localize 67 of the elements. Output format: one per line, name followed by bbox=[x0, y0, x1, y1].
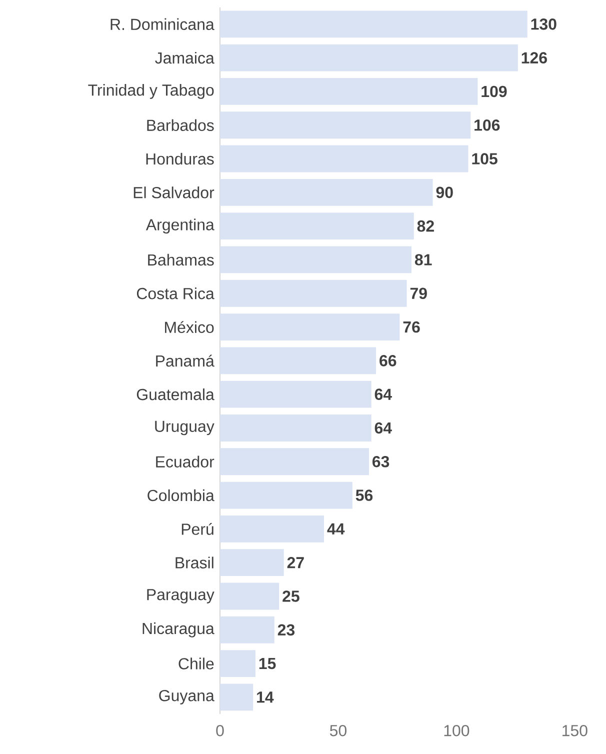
y-tick-label: Chile bbox=[178, 658, 214, 670]
data-label: 109 bbox=[482, 86, 507, 98]
data-label: 25 bbox=[282, 590, 300, 602]
data-label: 27 bbox=[287, 556, 304, 568]
bar bbox=[220, 78, 478, 105]
bar bbox=[220, 582, 280, 610]
bar bbox=[220, 616, 274, 644]
y-tick-label: Colombia bbox=[148, 489, 214, 502]
data-label: 81 bbox=[414, 254, 432, 266]
y-tick-label: Guatemala bbox=[136, 388, 214, 400]
y-tick-label: R. Dominicana bbox=[110, 18, 214, 30]
data-label: 14 bbox=[257, 692, 274, 703]
bar bbox=[220, 380, 372, 408]
bar bbox=[220, 280, 407, 307]
y-tick-label: Paraguay bbox=[147, 589, 214, 604]
y-tick-label: Ecuador bbox=[156, 456, 214, 468]
y-tick-label: Jamaica bbox=[155, 52, 214, 64]
bar bbox=[220, 246, 412, 274]
bar bbox=[220, 414, 372, 442]
bar bbox=[220, 549, 284, 576]
y-tick-label: Barbados bbox=[147, 119, 214, 131]
data-label: 66 bbox=[380, 355, 396, 366]
data-label: 126 bbox=[522, 52, 547, 64]
y-tick-label: México bbox=[165, 321, 214, 333]
data-label: 23 bbox=[278, 624, 295, 636]
y-tick-label: Guyana bbox=[159, 690, 214, 704]
bar bbox=[220, 145, 468, 172]
data-label: 105 bbox=[472, 153, 498, 164]
data-label: 64 bbox=[374, 388, 392, 400]
bar bbox=[220, 178, 433, 206]
y-tick-label: Nicaragua bbox=[142, 622, 214, 638]
y-tick-label: Honduras bbox=[146, 152, 214, 165]
data-label: 82 bbox=[417, 220, 434, 232]
data-label: 64 bbox=[374, 422, 392, 434]
bar bbox=[220, 10, 528, 38]
y-tick-label: Panamá bbox=[156, 354, 214, 367]
bar bbox=[220, 515, 324, 542]
x-tick-label: 100 bbox=[444, 724, 470, 736]
y-tick-label: Argentina bbox=[146, 218, 214, 234]
data-label: 15 bbox=[259, 658, 276, 670]
y-tick-label: El Salvador bbox=[134, 186, 214, 198]
data-label: 90 bbox=[436, 186, 453, 198]
y-tick-label: Brasil bbox=[176, 556, 214, 568]
bar bbox=[220, 482, 352, 509]
data-label: 44 bbox=[327, 523, 345, 534]
x-tick-label: 0 bbox=[216, 724, 224, 736]
x-tick-label: 50 bbox=[330, 724, 346, 736]
x-tick-label: 150 bbox=[562, 724, 588, 736]
bar bbox=[220, 448, 369, 476]
y-tick-label: Trinidad y Tabago bbox=[88, 84, 214, 99]
y-tick-label: Costa Rica bbox=[136, 288, 214, 300]
data-label: 56 bbox=[356, 490, 373, 501]
data-label: 63 bbox=[372, 456, 390, 468]
bar bbox=[220, 347, 376, 374]
bar bbox=[220, 314, 400, 340]
data-label: 130 bbox=[531, 18, 556, 30]
y-tick-label: Perú bbox=[182, 522, 214, 535]
bar bbox=[220, 650, 256, 677]
data-label: 79 bbox=[410, 288, 427, 300]
y-tick-label: Bahamas bbox=[148, 254, 214, 266]
data-label: 76 bbox=[403, 321, 420, 333]
bar bbox=[220, 112, 471, 139]
data-label: 106 bbox=[474, 119, 500, 131]
bar bbox=[220, 44, 518, 72]
bar bbox=[220, 212, 414, 240]
bar bbox=[220, 684, 254, 711]
y-tick-label: Uruguay bbox=[155, 420, 214, 436]
